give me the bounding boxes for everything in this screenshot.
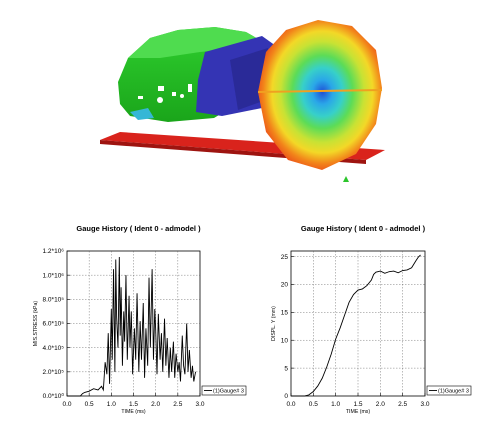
- x-tick-label: 1.5: [353, 401, 362, 408]
- x-tick-label: 3.0: [195, 401, 204, 408]
- x-tick-label: 0.0: [62, 401, 71, 408]
- x-axis-label: TIME (ms): [121, 409, 145, 415]
- y-tick-label: 6.0*10⁵: [43, 321, 65, 328]
- gauge-marker: [343, 176, 349, 182]
- contour-plate: [258, 20, 382, 170]
- y-tick-label: 15: [281, 310, 289, 317]
- x-axis-label: TIME (ms): [346, 409, 370, 415]
- plate-seam: [257, 89, 383, 93]
- y-tick-label: 4.0*10⁵: [43, 345, 65, 352]
- legend-label: (1)Gauge# 3: [213, 389, 244, 395]
- y-tick-label: 5: [284, 365, 288, 372]
- hull-openings: [138, 84, 192, 103]
- stress-chart: Gauge History ( Ident 0 - admodel )0.0 0.…: [33, 224, 247, 415]
- x-tick-label: 1.5: [129, 401, 138, 408]
- 3d-model-render: [100, 20, 385, 182]
- y-tick-label: 0.0*10⁰: [43, 392, 65, 400]
- y-tick-label: 0: [284, 393, 288, 400]
- y-tick-label: 20: [281, 282, 289, 289]
- green-body-top: [128, 27, 260, 58]
- y-axis-label: MIS.STRESS (kPa): [33, 301, 39, 347]
- legend-box: [201, 385, 247, 396]
- y-tick-label: 2.0*10⁵: [43, 369, 65, 376]
- x-tick-label: 2.0: [151, 401, 160, 408]
- legend-box: [426, 385, 472, 396]
- x-tick-label: 3.0: [420, 401, 429, 408]
- x-tick-label: 0.0: [286, 401, 295, 408]
- y-tick-label: 25: [281, 254, 289, 261]
- y-tick-label: 1.0*10⁶: [43, 272, 65, 279]
- series-line: [67, 257, 197, 397]
- chart-title: Gauge History ( Ident 0 - admodel ): [301, 224, 426, 233]
- x-tick-label: 2.0: [376, 401, 385, 408]
- x-tick-label: 1.0: [107, 401, 116, 408]
- y-tick-label: 8.0*10⁵: [43, 297, 65, 304]
- y-tick-label: 1.2*10⁶: [43, 248, 65, 255]
- cyan-detail: [130, 108, 154, 120]
- y-tick-label: 10: [281, 337, 289, 344]
- x-tick-label: 1.0: [331, 401, 340, 408]
- displacement-chart: Gauge History ( Ident 0 - admodel ) 0.0 0.…: [271, 224, 472, 415]
- x-tick-label: 0.5: [85, 401, 94, 408]
- x-tick-label: 2.5: [173, 401, 182, 408]
- chart-title: Gauge History ( Ident 0 - admodel ): [76, 224, 201, 233]
- series-line: [291, 254, 421, 397]
- y-axis-label: DISPL. Y (mm): [271, 306, 277, 341]
- x-tick-label: 2.5: [398, 401, 407, 408]
- legend-label: (1)Gauge# 3: [438, 389, 469, 395]
- x-tick-label: 0.5: [309, 401, 318, 408]
